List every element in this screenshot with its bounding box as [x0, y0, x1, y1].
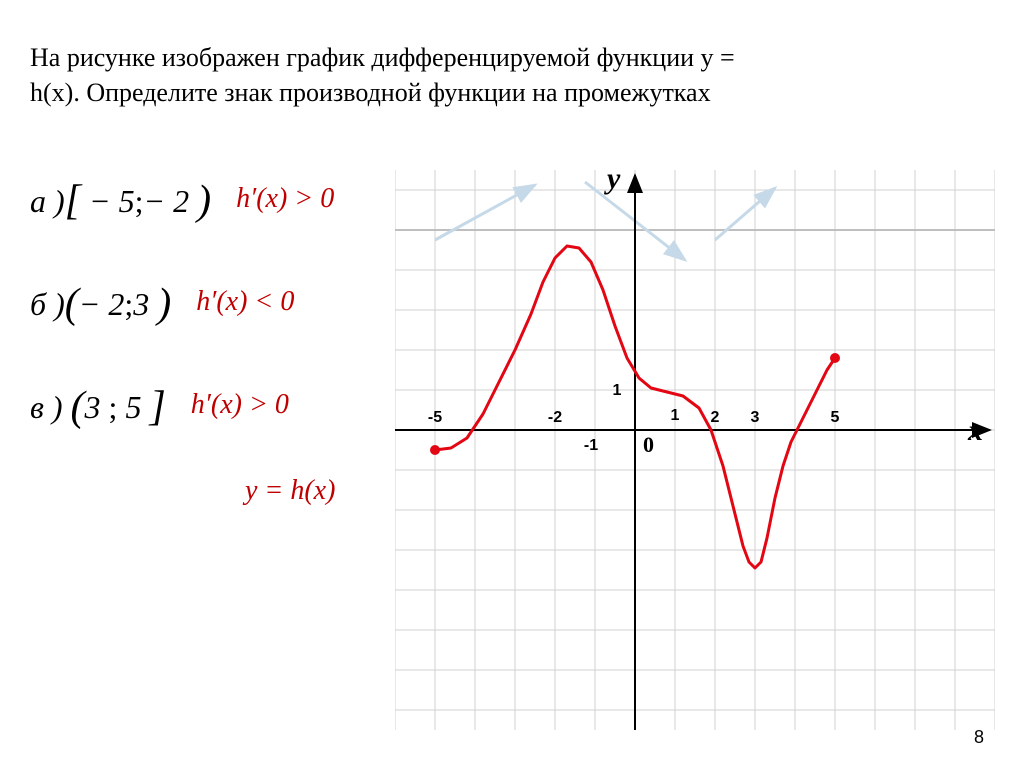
interval-b-answer: h′(x) < 0: [196, 286, 294, 318]
intervals-list: а )[ − 5;− 2 ) h′(x) > 0 б )(− 2;3 ) h′(…: [30, 175, 334, 484]
svg-text:x: x: [967, 414, 983, 447]
svg-text:2: 2: [711, 409, 720, 426]
chart-svg: y x 0 -5 -2 -1 1 2 3 5 1: [395, 170, 995, 730]
svg-text:-5: -5: [428, 409, 442, 426]
svg-text:y: y: [604, 170, 621, 195]
svg-text:0: 0: [643, 432, 654, 457]
interval-a-answer: h′(x) > 0: [236, 183, 334, 215]
interval-c-answer: h′(x) > 0: [191, 389, 289, 421]
problem-text: На рисунке изображен график дифференциру…: [30, 40, 760, 110]
svg-text:1: 1: [671, 407, 680, 424]
interval-row-c: в ) (3 ; 5 ] h′(x) > 0: [30, 381, 334, 429]
interval-row-b: б )(− 2;3 ) h′(x) < 0: [30, 278, 334, 326]
interval-row-a: а )[ − 5;− 2 ) h′(x) > 0: [30, 175, 334, 223]
curve-equation-label: y = h(x): [245, 475, 335, 507]
interval-c-notation: в ) (3 ; 5 ]: [30, 381, 166, 429]
chart: y x 0 -5 -2 -1 1 2 3 5 1: [395, 170, 995, 730]
svg-text:3: 3: [751, 409, 760, 426]
svg-text:1: 1: [613, 382, 622, 399]
svg-text:5: 5: [831, 409, 840, 426]
interval-a-notation: а )[ − 5;− 2 ): [30, 175, 211, 223]
svg-text:-2: -2: [548, 409, 562, 426]
page-number: 8: [974, 727, 984, 748]
interval-b-notation: б )(− 2;3 ): [30, 278, 171, 326]
svg-text:-1: -1: [584, 437, 598, 454]
